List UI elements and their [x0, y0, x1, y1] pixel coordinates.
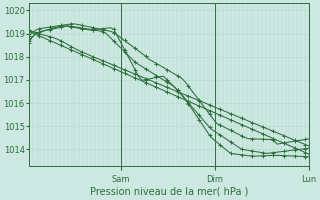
- X-axis label: Pression niveau de la mer( hPa ): Pression niveau de la mer( hPa ): [90, 187, 248, 197]
